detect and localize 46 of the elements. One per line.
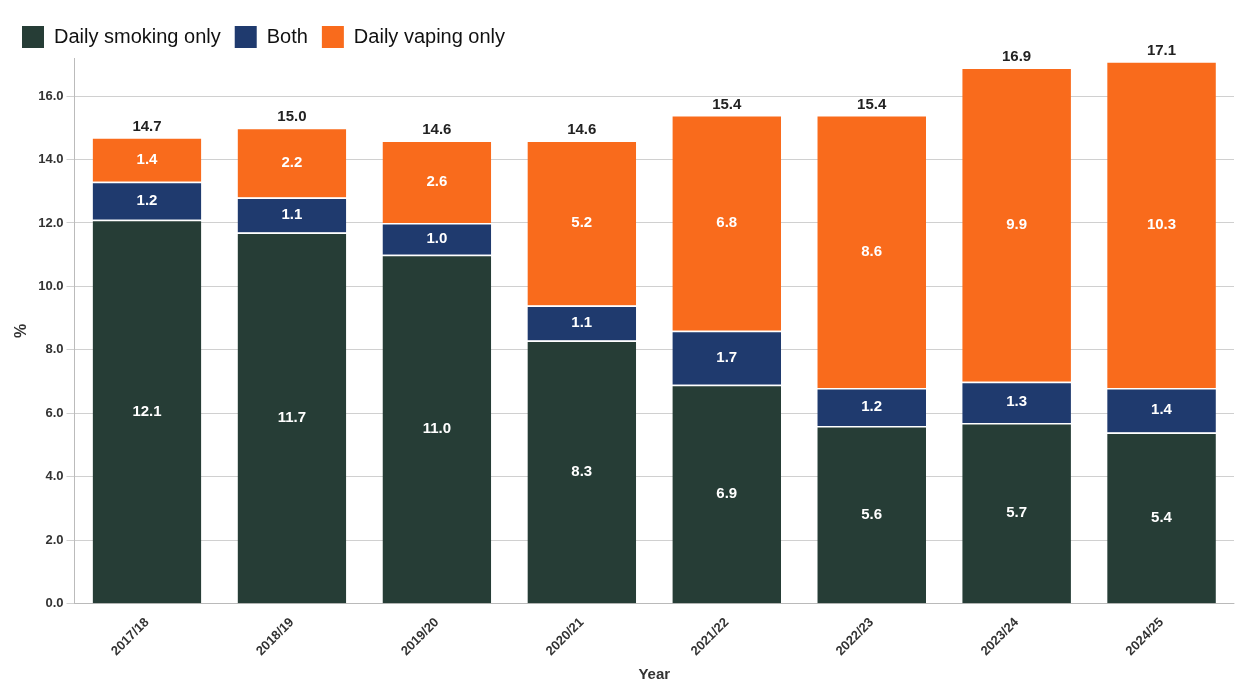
data-label: 5.4 [1151,507,1173,525]
data-label: 11.7 [277,408,307,426]
data-label: 1.0 [426,229,448,246]
data-label: 2.6 [426,171,448,189]
total-label: 14.6 [422,120,452,138]
data-label: 5.6 [861,504,883,522]
y-tick-label: 14.0 [38,151,64,167]
data-label: 1.2 [861,397,883,415]
data-label: 11.0 [422,419,452,437]
total-label: 15.4 [857,94,887,112]
data-label: 8.6 [861,241,883,259]
data-label: 6.8 [716,213,738,231]
data-label: 1.1 [281,205,303,223]
data-label: 1.2 [136,190,158,208]
data-label: 1.4 [1151,400,1173,418]
total-label: 15.0 [277,107,307,125]
total-label: 16.9 [1001,47,1032,65]
y-tick-label: 8.0 [45,341,64,357]
y-tick-label: 0.0 [45,595,64,611]
data-label: 2.2 [281,152,303,170]
y-tick-label: 6.0 [45,404,64,420]
data-label: 6.9 [716,484,738,502]
y-tick-label: 12.0 [38,214,64,230]
data-label: 12.1 [132,401,162,419]
legend-label: Daily smoking only [54,24,221,47]
data-label: 5.2 [571,213,593,231]
data-label: 1.4 [136,149,159,167]
total-label: 15.4 [712,94,742,112]
data-label: 10.3 [1146,214,1177,232]
y-tick-label: 10.0 [38,278,64,294]
legend-label: Daily vaping only [353,24,506,47]
data-label: 9.9 [1006,214,1028,232]
data-label: 1.7 [716,347,738,365]
total-label: 14.7 [132,116,162,134]
data-label: 5.7 [1006,503,1028,521]
data-label: 8.3 [571,461,593,479]
y-tick-label: 4.0 [45,468,64,484]
data-label: 1.3 [1006,392,1028,410]
y-tick-label: 2.0 [45,531,64,547]
y-axis-title: % [12,323,30,338]
data-label: 1.1 [571,313,593,331]
total-label: 14.6 [567,120,597,138]
total-label: 17.1 [1146,40,1177,58]
y-tick-label: 16.0 [38,87,64,103]
x-axis-title: Year [638,665,671,683]
legend-label: Both [266,24,308,47]
